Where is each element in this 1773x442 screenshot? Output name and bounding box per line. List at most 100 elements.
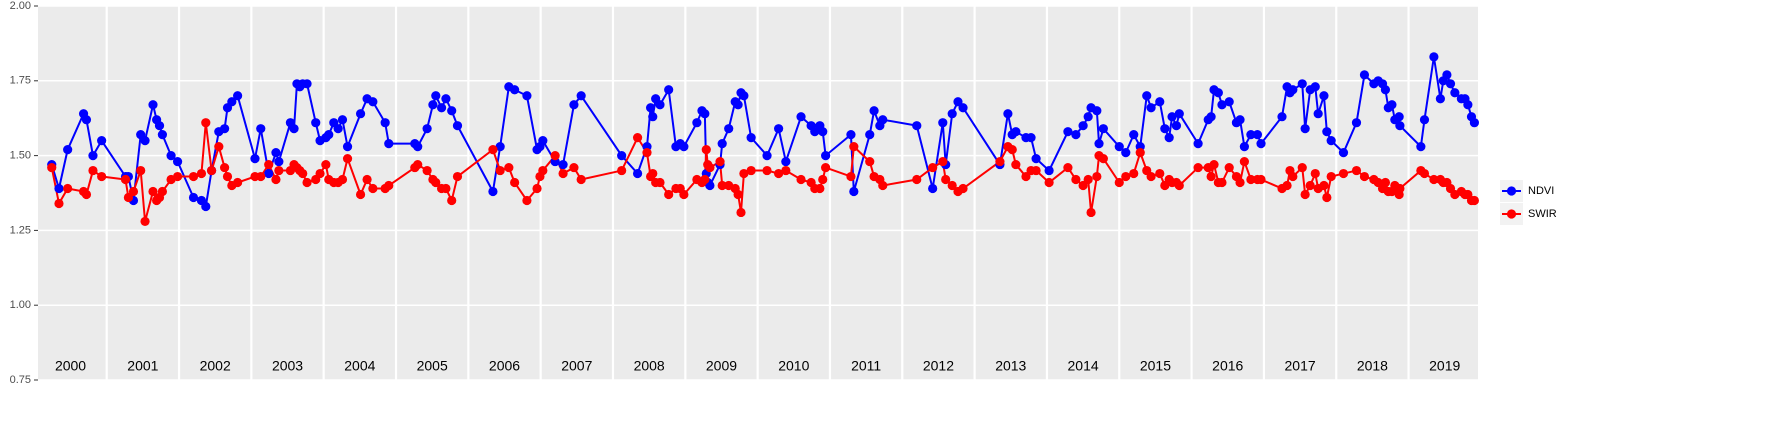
data-point <box>1300 189 1310 200</box>
year-label: 2014 <box>1068 358 1099 374</box>
data-point <box>1416 142 1426 152</box>
data-point <box>1338 168 1349 179</box>
data-point <box>1217 100 1227 110</box>
year-label: 2008 <box>634 358 665 374</box>
data-point <box>928 183 938 194</box>
data-point <box>1193 139 1203 149</box>
year-label: 2017 <box>1285 358 1316 374</box>
data-point <box>1235 177 1245 188</box>
data-point <box>1071 174 1081 185</box>
data-point <box>201 118 211 128</box>
data-point <box>324 130 334 140</box>
data-point <box>274 165 284 176</box>
year-label: 2007 <box>561 358 592 374</box>
data-point <box>510 85 520 95</box>
year-label: 2019 <box>1429 358 1460 374</box>
data-point <box>679 142 689 152</box>
data-point <box>705 180 715 191</box>
data-point <box>1044 177 1054 188</box>
legend-label: SWIR <box>1528 208 1557 220</box>
data-point <box>1429 174 1439 185</box>
data-point <box>1142 91 1152 101</box>
data-point <box>63 183 73 194</box>
data-point <box>774 168 784 179</box>
data-point <box>1224 162 1234 173</box>
data-point <box>1463 100 1473 110</box>
data-point <box>1078 121 1088 131</box>
data-point <box>1135 148 1145 158</box>
data-point <box>815 183 825 194</box>
data-point <box>128 186 139 197</box>
data-point <box>1007 145 1017 155</box>
data-point <box>1252 130 1263 140</box>
data-point <box>865 156 875 167</box>
data-point <box>774 124 784 134</box>
data-point <box>250 153 260 164</box>
data-point <box>701 145 711 155</box>
data-point <box>1469 195 1479 206</box>
data-point <box>1277 112 1287 122</box>
data-point <box>148 186 158 197</box>
data-point <box>746 133 756 143</box>
year-label: 2018 <box>1357 358 1388 374</box>
data-point <box>140 216 150 227</box>
data-point <box>1078 180 1088 191</box>
data-point <box>1450 88 1460 98</box>
data-point <box>1003 109 1013 119</box>
data-point <box>264 159 274 170</box>
data-point <box>362 174 372 185</box>
data-point <box>413 159 423 170</box>
data-point <box>166 151 176 161</box>
data-point <box>538 165 548 176</box>
legend-point <box>1506 186 1517 196</box>
data-point <box>938 156 948 167</box>
data-point <box>1288 85 1298 95</box>
data-point <box>532 183 542 194</box>
year-label: 2012 <box>923 358 954 374</box>
data-point <box>878 115 888 125</box>
data-point <box>869 106 879 116</box>
data-point <box>1121 171 1131 182</box>
data-point <box>422 165 432 176</box>
data-point <box>569 162 579 173</box>
data-point <box>1380 85 1391 95</box>
data-point <box>188 171 199 182</box>
y-tick-label: 0.75 <box>10 374 31 386</box>
data-point <box>1387 100 1397 110</box>
data-point <box>846 130 856 140</box>
data-point <box>1419 115 1430 125</box>
data-point <box>256 124 266 134</box>
data-point <box>302 79 312 89</box>
data-point <box>705 162 715 173</box>
data-point <box>315 168 325 179</box>
data-point <box>63 145 73 155</box>
data-point <box>337 115 348 125</box>
year-label: 2009 <box>706 358 737 374</box>
data-point <box>333 124 343 134</box>
data-point <box>1011 127 1021 137</box>
data-point <box>739 168 749 179</box>
data-point <box>664 85 674 95</box>
data-point <box>157 186 167 197</box>
data-point <box>1063 127 1073 137</box>
data-point <box>700 174 710 185</box>
data-point <box>1246 130 1256 140</box>
year-label: 2003 <box>272 358 303 374</box>
data-point <box>271 148 281 158</box>
data-point <box>1282 180 1292 191</box>
data-point <box>1395 121 1405 131</box>
data-point <box>664 189 674 200</box>
data-point <box>576 174 586 185</box>
data-point <box>538 136 548 146</box>
data-point <box>1313 109 1323 119</box>
data-point <box>1310 82 1320 92</box>
data-point <box>1435 94 1445 104</box>
data-point <box>1224 97 1234 107</box>
data-point <box>1239 156 1249 167</box>
data-point <box>1155 168 1165 179</box>
year-label: 2011 <box>851 358 881 374</box>
data-point <box>1213 88 1223 98</box>
data-point <box>739 91 749 101</box>
data-point <box>1146 103 1156 113</box>
data-point <box>201 201 211 212</box>
